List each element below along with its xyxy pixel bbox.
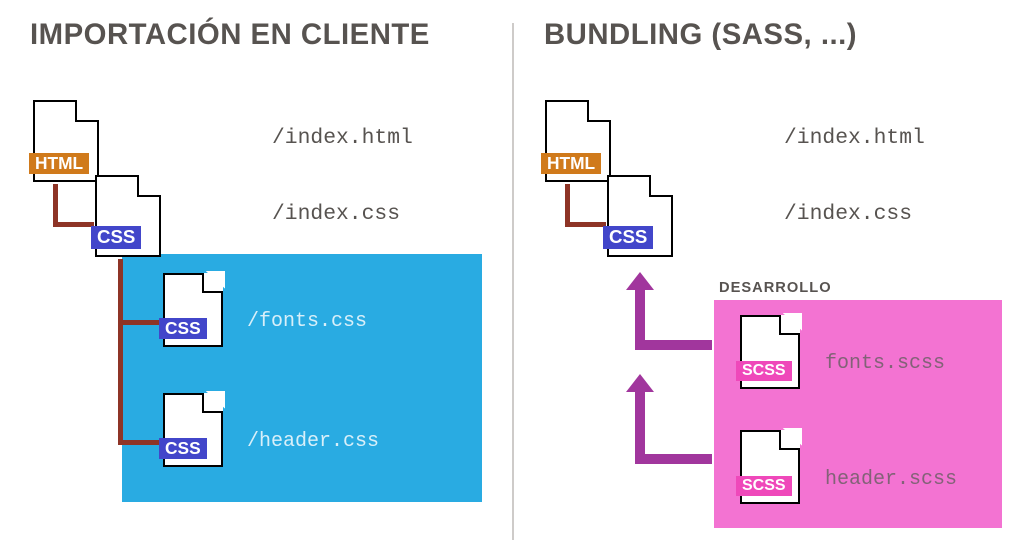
left-heading: IMPORTACIÓN EN CLIENTE <box>30 18 430 52</box>
path-label-right-index_html: /index.html <box>784 126 925 150</box>
path-label-right-header: header.scss <box>825 468 957 491</box>
file-icon-right-css: CSS <box>607 175 673 257</box>
file-badge: CSS <box>159 318 207 339</box>
file-badge: CSS <box>159 438 207 459</box>
path-label-left-index_html: /index.html <box>272 126 413 150</box>
file-icon-left-html: HTML <box>33 100 99 182</box>
file-badge: SCSS <box>736 476 792 496</box>
file-icon-left-fonts: CSS <box>163 273 223 347</box>
compile-arrow-tail <box>635 454 712 464</box>
path-label-right-index_css: /index.css <box>784 202 912 226</box>
connector-segment <box>118 259 123 445</box>
connector-segment <box>565 222 607 227</box>
path-label-left-fonts: /fonts.css <box>247 310 367 333</box>
file-icon-left-header: CSS <box>163 393 223 467</box>
vertical-divider <box>512 23 514 540</box>
connector-segment <box>53 222 95 227</box>
right-heading: BUNDLING (SASS, ...) <box>544 18 857 52</box>
file-icon-right-fonts: SCSS <box>740 315 800 389</box>
path-label-left-header: /header.css <box>247 430 379 453</box>
connector-segment <box>53 184 58 227</box>
file-badge: HTML <box>541 153 601 174</box>
file-badge: SCSS <box>736 361 792 381</box>
connector-segment <box>118 440 163 445</box>
file-icon-left-css: CSS <box>95 175 161 257</box>
connector-segment <box>565 184 570 227</box>
path-label-right-fonts: fonts.scss <box>825 352 945 375</box>
file-badge: CSS <box>91 226 141 249</box>
path-label-left-index_css: /index.css <box>272 202 400 226</box>
file-badge: HTML <box>29 153 89 174</box>
right-panel-label: DESARROLLO <box>719 280 832 296</box>
file-badge: CSS <box>603 226 653 249</box>
compile-arrow-tail <box>635 340 712 350</box>
compile-arrow <box>626 380 654 464</box>
file-icon-right-header: SCSS <box>740 430 800 504</box>
file-icon-right-html: HTML <box>545 100 611 182</box>
connector-segment <box>118 320 163 325</box>
